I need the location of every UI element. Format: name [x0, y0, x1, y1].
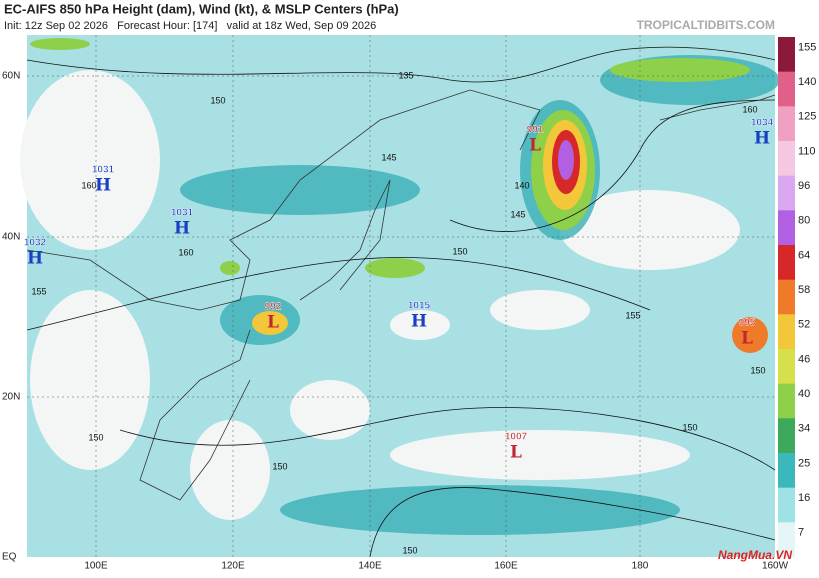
center-symbol: L — [510, 443, 522, 463]
wind-maxima — [30, 38, 768, 353]
center-symbol: H — [411, 312, 427, 332]
colorbar-tick: 140 — [798, 76, 816, 88]
center-pressure: 1034 — [751, 118, 774, 129]
colorbar-tick: 96 — [798, 180, 810, 192]
watermark: NangMua.VN — [718, 548, 792, 562]
center-symbol: H — [174, 219, 190, 239]
colorbar-band — [778, 418, 795, 454]
contour-label: 150 — [682, 422, 697, 432]
center-pressure: 992 — [265, 302, 282, 313]
contour-label: 140 — [514, 180, 529, 190]
contour-label: 150 — [88, 432, 103, 442]
contour-label: 160 — [81, 180, 96, 190]
contour-label: 155 — [625, 310, 640, 320]
colorbar-tick: 34 — [798, 423, 810, 435]
colorbar-band — [778, 245, 795, 281]
colorbar-band — [778, 349, 795, 385]
colorbar-band — [778, 175, 795, 211]
center-symbol: L — [267, 313, 279, 333]
colorbar: 155 140 125 110 96 80 64 58 52 46 40 34 25 16 7 — [778, 37, 816, 558]
lon-label: 100E — [84, 561, 108, 572]
contour-label: 145 — [381, 152, 396, 162]
title: EC-AIFS 850 hPa Height (dam), Wind (kt),… — [4, 1, 399, 16]
calm-areas — [20, 70, 740, 520]
center-pressure: 1007 — [505, 432, 528, 443]
colorbar-band — [778, 141, 795, 177]
colorbar-band — [778, 106, 795, 142]
colorbar-band — [778, 210, 795, 246]
contour-label: 150 — [210, 95, 225, 105]
colorbar-tick: 16 — [798, 492, 810, 504]
map-area — [20, 35, 780, 558]
center-pressure: 1032 — [24, 238, 47, 249]
site-credit: TROPICALTIDBITS.COM — [637, 18, 775, 32]
center-pressure: 991 — [527, 125, 544, 136]
center-symbol: H — [754, 129, 770, 149]
center-pressure: 1031 — [171, 208, 194, 219]
lon-label: 120E — [221, 561, 245, 572]
colorbar-band — [778, 279, 795, 315]
colorbar-tick: 52 — [798, 319, 810, 331]
colorbar-tick: 58 — [798, 284, 810, 296]
center-symbol: L — [529, 136, 541, 156]
colorbar-tick: 46 — [798, 353, 810, 365]
lat-label: 40N — [2, 232, 20, 243]
colorbar-tick: 64 — [798, 249, 810, 261]
colorbar-band — [778, 383, 795, 419]
lon-label: 140E — [358, 561, 382, 572]
center-pressure: 995 — [739, 318, 756, 329]
colorbar-tick: 80 — [798, 215, 810, 227]
center-symbol: L — [741, 329, 753, 349]
contour-label: 150 — [452, 246, 467, 256]
center-symbol: H — [27, 249, 43, 269]
lon-label: 180 — [632, 561, 649, 572]
contour-label: 145 — [510, 209, 525, 219]
lat-label: EQ — [2, 552, 17, 563]
center-pressure: 1015 — [408, 301, 431, 312]
colorbar-tick: 7 — [798, 527, 804, 539]
colorbar-tick: 25 — [798, 457, 810, 469]
center-symbol: H — [95, 176, 111, 196]
colorbar-band — [778, 453, 795, 489]
contour-label: 160 — [742, 104, 757, 114]
lon-label: 160E — [494, 561, 518, 572]
contour-label: 150 — [750, 365, 765, 375]
lon-label: 160W — [762, 561, 789, 572]
center-pressure: 1031 — [92, 165, 115, 176]
contour-label: 150 — [272, 461, 287, 471]
colorbar-band — [778, 487, 795, 523]
contour-label: 135 — [398, 70, 413, 80]
contour-label: 155 — [31, 286, 46, 296]
colorbar-tick: 155 — [798, 41, 816, 53]
colorbar-band — [778, 71, 795, 107]
colorbar-tick: 125 — [798, 111, 816, 123]
colorbar-band — [778, 314, 795, 350]
lat-label: 60N — [2, 71, 20, 82]
colorbar-tick: 110 — [798, 145, 816, 157]
colorbar-band — [778, 37, 795, 73]
contour-label: 150 — [402, 545, 417, 555]
subtitle: Init: 12z Sep 02 2026 Forecast Hour: [17… — [4, 20, 376, 32]
height-contours — [26, 46, 776, 558]
lat-label: 20N — [2, 392, 20, 403]
colorbar-tick: 40 — [798, 388, 810, 400]
colorbar-band — [778, 522, 795, 558]
coastlines — [26, 89, 776, 501]
contour-label: 160 — [178, 247, 193, 257]
